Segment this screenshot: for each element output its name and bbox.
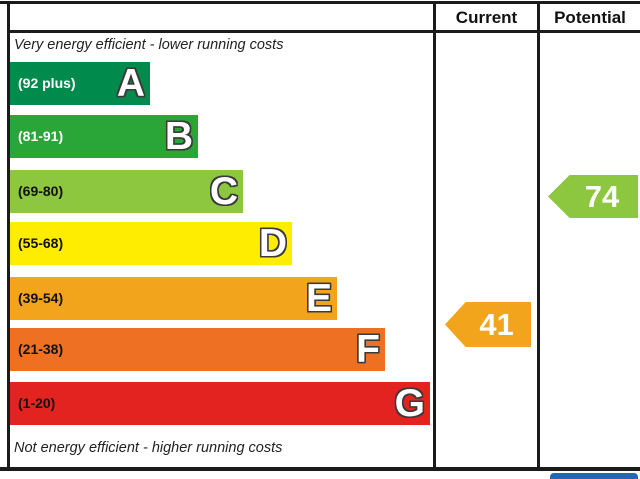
- current-column-divider: [433, 1, 436, 470]
- current-rating-value: 41: [479, 307, 514, 342]
- band-range-label-e: (39-54): [18, 290, 64, 306]
- band-letter-f: F: [356, 328, 380, 371]
- band-range-label-b: (81-91): [18, 128, 64, 144]
- table-bottom-border: [0, 467, 640, 471]
- band-range-label-c: (69-80): [18, 183, 64, 199]
- bottom-caption: Not energy efficient - higher running co…: [14, 440, 283, 456]
- band-bar-g: (1-20) G: [10, 382, 430, 425]
- band-bar-f: (21-38) F: [10, 328, 385, 371]
- band-letter-b: B: [164, 115, 193, 158]
- potential-column-header: Potential: [554, 8, 626, 27]
- band-bar-d: (55-68) D: [10, 222, 292, 265]
- band-range-label-d: (55-68): [18, 235, 64, 251]
- band-range-label-g: (1-20): [18, 395, 56, 411]
- potential-rating-value: 74: [584, 179, 620, 214]
- band-letter-a: A: [116, 62, 145, 105]
- eu-directive-logo-box: [550, 473, 638, 479]
- band-bar-a: (92 plus) A: [10, 62, 150, 105]
- potential-column-divider: [537, 1, 540, 470]
- band-bar-b: (81-91) B: [10, 115, 198, 158]
- top-caption: Very energy efficient - lower running co…: [14, 37, 284, 53]
- table-top-border: [0, 1, 640, 4]
- band-bar-e: (39-54) E: [10, 277, 337, 320]
- band-bar-c: (69-80) C: [10, 170, 243, 213]
- potential-rating-arrow: 74: [548, 175, 638, 218]
- current-column-header: Current: [455, 8, 518, 27]
- table-left-border: [7, 1, 10, 470]
- band-range-label-f: (21-38): [18, 341, 64, 357]
- band-letter-d: D: [258, 222, 287, 265]
- header-divider-line: [7, 30, 640, 33]
- band-letter-g: G: [394, 382, 425, 425]
- band-letter-c: C: [209, 170, 238, 213]
- band-range-label-a: (92 plus): [18, 75, 76, 91]
- current-rating-arrow: 41: [445, 302, 531, 347]
- band-letter-e: E: [305, 277, 332, 320]
